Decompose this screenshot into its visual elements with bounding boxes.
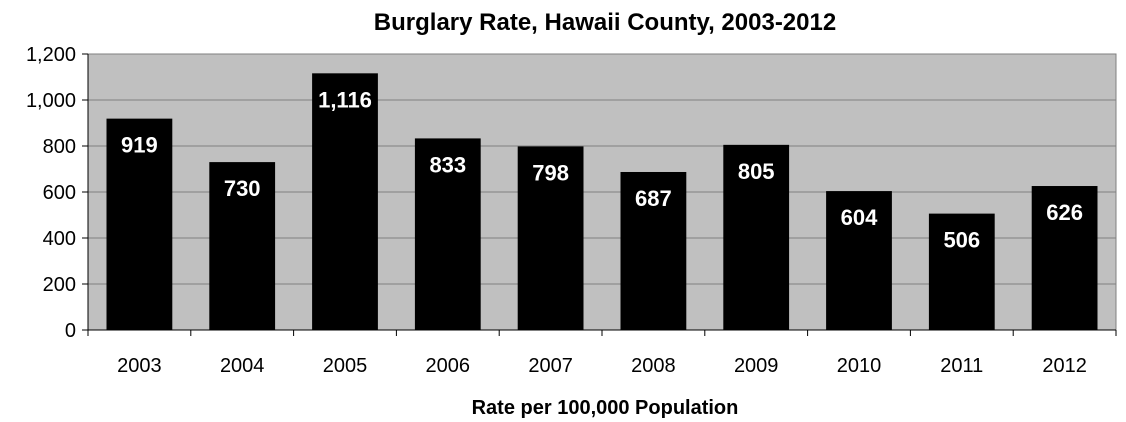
y-axis-ticks: 0 200 400 600 800 1,000 1,200 <box>26 44 88 342</box>
x-tick-label-2010: 2010 <box>837 355 882 377</box>
x-tick-label-2012: 2012 <box>1042 355 1087 377</box>
y-tick-label: 400 <box>43 228 76 250</box>
y-tick-label: 200 <box>43 274 76 296</box>
x-tick-label-2009: 2009 <box>734 355 779 377</box>
x-tick-label-2011: 2011 <box>940 355 983 377</box>
x-axis-title: Rate per 100,000 Population <box>472 397 739 419</box>
y-tick-label: 0 <box>65 320 76 342</box>
bar-2005 <box>312 73 378 330</box>
data-labels: 919 730 1,116 833 798 687 805 604 506 626 <box>121 87 1083 252</box>
bar-2004 <box>209 162 276 330</box>
bar-2011 <box>928 213 995 330</box>
x-tick-label-2005: 2005 <box>323 355 368 377</box>
data-label-2006: 833 <box>429 152 466 177</box>
chart-title: Burglary Rate, Hawaii County, 2003-2012 <box>374 9 836 36</box>
y-tick-label: 1,200 <box>26 44 76 66</box>
x-tick-label-2004: 2004 <box>220 355 265 377</box>
data-label-2004: 730 <box>224 176 261 201</box>
y-tick-label: 1,000 <box>26 90 76 112</box>
bars <box>106 73 1098 330</box>
bar-2007 <box>517 146 584 330</box>
x-tick-label-2006: 2006 <box>426 355 471 377</box>
data-label-2008: 687 <box>635 186 672 211</box>
x-tick-label-2003: 2003 <box>117 355 162 377</box>
bar-2009 <box>723 144 790 330</box>
data-label-2003: 919 <box>121 133 158 158</box>
bar-2010 <box>826 191 892 330</box>
y-tick-label: 800 <box>43 136 76 158</box>
data-label-2007: 798 <box>532 160 569 185</box>
bar-2008 <box>620 171 687 330</box>
bar-2012 <box>1031 186 1098 330</box>
bar-2003 <box>106 118 173 330</box>
data-label-2005: 1,116 <box>318 87 372 112</box>
x-tick-label-2008: 2008 <box>631 355 676 377</box>
x-tick-label-2007: 2007 <box>528 355 573 377</box>
x-axis-ticks: 2003 2004 2005 2006 2007 2008 2009 2010 2011 2012 <box>87 330 1117 377</box>
data-label-2011: 506 <box>943 228 980 253</box>
data-label-2010: 604 <box>841 205 878 230</box>
data-label-2012: 626 <box>1046 200 1083 225</box>
bar-2006 <box>414 138 481 330</box>
data-label-2009: 805 <box>738 159 775 184</box>
y-tick-label: 600 <box>43 182 76 204</box>
